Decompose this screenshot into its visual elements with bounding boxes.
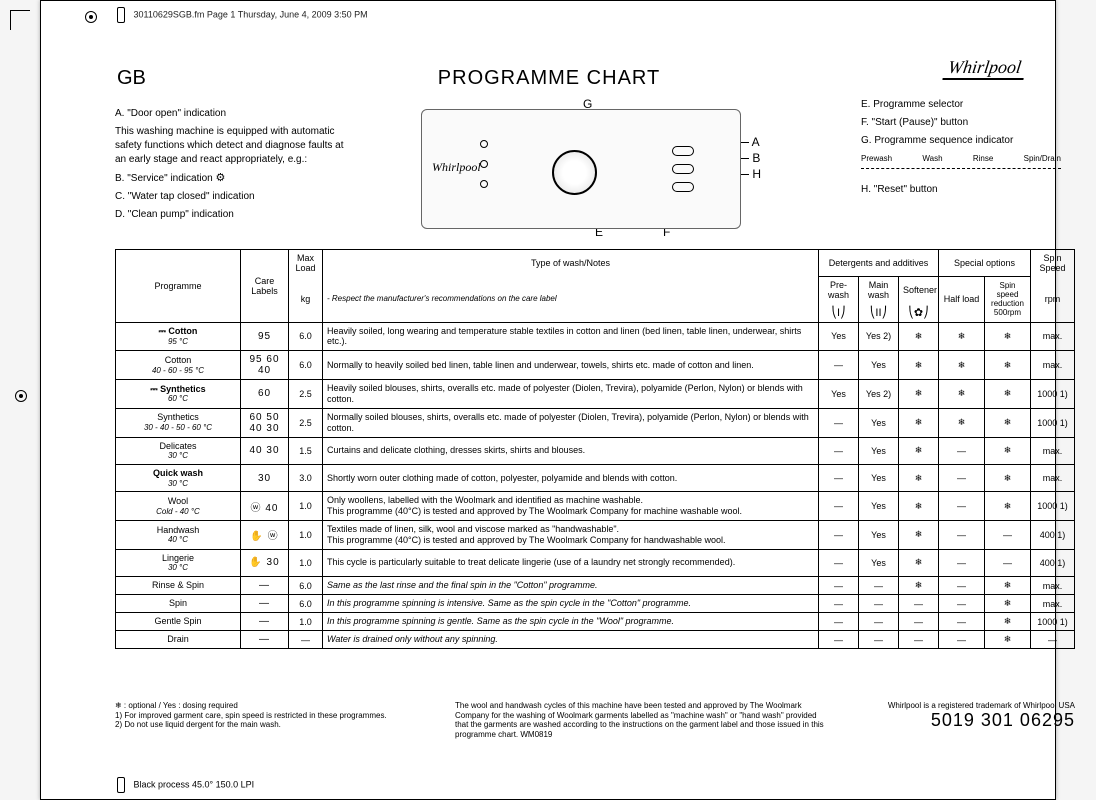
legend-D: D. "Clean pump" indication [115, 208, 351, 222]
panel-button-icon [672, 146, 694, 156]
brand-logo: Whirlpool [942, 57, 1026, 80]
table-row: Quick wash30 °C303.0Shortly worn outer c… [116, 465, 1075, 492]
panel-button-icon [480, 140, 488, 148]
registration-mark [15, 390, 27, 402]
th-spin-unit: rpm [1031, 276, 1075, 322]
th-mainwash: Main wash [858, 276, 898, 303]
legend-G: G. Programme sequence indicator [861, 133, 1081, 149]
panel-button-icon [480, 160, 488, 168]
sequence-indicator: PrewashWashRinseSpin/Drain [861, 153, 1061, 166]
footnote-left: ❄ : optional / Yes : dosing required1) F… [115, 701, 425, 730]
table-body: ⎓ Cotton95 °C956.0Heavily soiled, long w… [116, 322, 1075, 649]
sequence-line [861, 168, 1061, 172]
th-type-sub: - Respect the manufacturer's recommendat… [323, 276, 819, 322]
panel-logo: Whirlpool [432, 160, 481, 175]
softener-icon: ⎝✿⎠ [898, 303, 938, 323]
reset-button-icon [672, 164, 694, 174]
table-row: Handwash40 °C✋ ⓦ1.0Textiles made of line… [116, 521, 1075, 550]
table-row: Drain——Water is drained only without any… [116, 631, 1075, 649]
table-row: Rinse & Spin—6.0Same as the last rinse a… [116, 577, 1075, 595]
th-programme: Programme [116, 250, 241, 323]
programme-table: Programme Care Labels Max Load Type of w… [115, 249, 1075, 649]
th-special: Special options [938, 250, 1030, 277]
page-title: PROGRAMME CHART [41, 67, 1057, 90]
black-process-note: Black process 45.0° 150.0 LPI [117, 777, 254, 793]
footnote-right: Whirlpool is a registered trademark of W… [855, 701, 1075, 731]
table-row: Gentle Spin—1.0In this programme spinnin… [116, 613, 1075, 631]
control-panel-diagram: Whirlpool [421, 109, 741, 229]
th-softener: Softener [898, 276, 938, 303]
table-row: Synthetics30 - 40 - 50 - 60 °C60 50 40 3… [116, 408, 1075, 437]
th-spinred: Spin speed reduction 500rpm [984, 276, 1030, 322]
part-number: 5019 301 06295 [855, 710, 1075, 731]
table-row: ⎓ Cotton95 °C956.0Heavily soiled, long w… [116, 322, 1075, 351]
th-spin: Spin Speed [1031, 250, 1075, 277]
table-row: ⎓ Synthetics60 °C602.5Heavily soiled blo… [116, 380, 1075, 409]
legend-E: E. Programme selector [861, 97, 1081, 113]
table-row: Lingerie30 °C✋ 301.0This cycle is partic… [116, 549, 1075, 576]
table-head: Programme Care Labels Max Load Type of w… [116, 250, 1075, 323]
th-detergents: Detergents and additives [818, 250, 938, 277]
th-care: Care Labels [241, 250, 289, 323]
th-load-unit: kg [289, 276, 323, 322]
legend-F: F. "Start (Pause)" button [861, 115, 1081, 131]
panel-button-icon [480, 180, 488, 188]
mainwash-icon: ⎝II⎠ [858, 303, 898, 323]
legend-B: B. "Service" indication ⚙ [115, 171, 351, 186]
prewash-icon: ⎝I⎠ [818, 303, 858, 323]
legend-H: H. "Reset" button [861, 182, 1081, 198]
th-type: Type of wash/Notes [323, 250, 819, 277]
th-load: Max Load [289, 250, 323, 277]
table-row: WoolCold - 40 °Cⓦ 401.0Only woollens, la… [116, 492, 1075, 521]
footnotes: ❄ : optional / Yes : dosing required1) F… [115, 701, 1075, 739]
legend-C: C. "Water tap closed" indication [115, 190, 351, 204]
document-page: 30110629SGB.fm Page 1 Thursday, June 4, … [40, 0, 1056, 800]
th-half: Half load [938, 276, 984, 322]
legend-A-desc: This washing machine is equipped with au… [115, 125, 351, 167]
trademark-note: Whirlpool is a registered trademark of W… [855, 701, 1075, 710]
programme-dial-icon [552, 150, 597, 195]
th-prewash: Pre-wash [818, 276, 858, 303]
footnote-mid: The wool and handwash cycles of this mac… [455, 701, 825, 739]
registration-mark [85, 11, 97, 23]
table-row: Spin—6.0In this programme spinning is in… [116, 595, 1075, 613]
table-row: Delicates30 °C40 301.5Curtains and delic… [116, 437, 1075, 464]
legend-right: E. Programme selector F. "Start (Pause)"… [861, 97, 1081, 200]
start-button-icon [672, 182, 694, 192]
file-header-note: 30110629SGB.fm Page 1 Thursday, June 4, … [117, 7, 368, 23]
table-row: Cotton40 - 60 - 95 °C95 60 406.0Normally… [116, 351, 1075, 380]
legend-left: A. "Door open" indication This washing m… [115, 107, 351, 226]
legend-A: A. "Door open" indication [115, 107, 351, 121]
